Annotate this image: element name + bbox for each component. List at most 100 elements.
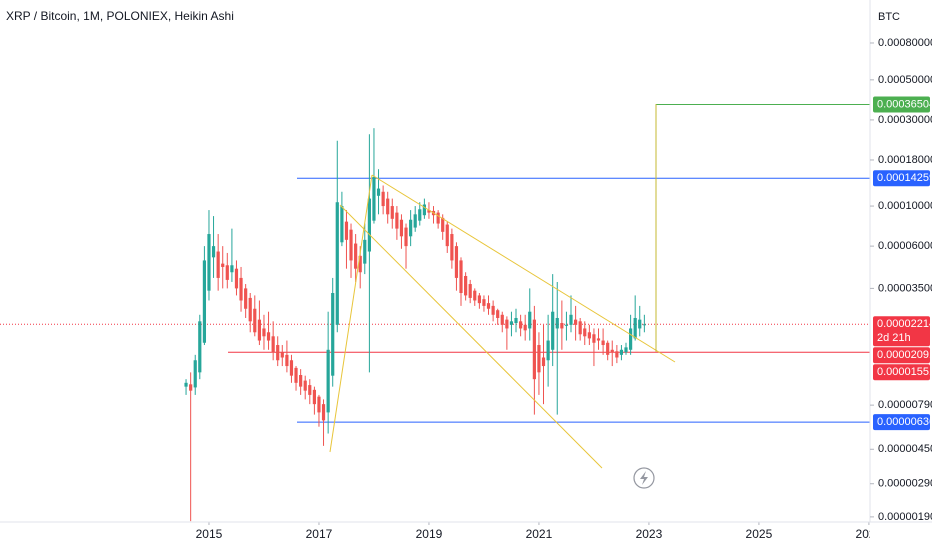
trend-line	[339, 204, 603, 469]
candle-body	[262, 328, 266, 337]
candle-body	[390, 206, 394, 219]
candle-body	[464, 275, 468, 296]
candle-body	[399, 219, 404, 237]
candle-body	[244, 288, 248, 309]
icon-circle[interactable]	[633, 467, 655, 489]
trend-line	[371, 174, 676, 363]
x-tick-label: 2023	[636, 527, 663, 541]
y-tick-label: 0.00000290	[878, 478, 932, 490]
candle-body	[450, 234, 454, 261]
candle-body	[321, 404, 326, 421]
candle-body	[629, 328, 633, 350]
candle-body	[225, 265, 229, 280]
candle-body	[532, 319, 536, 380]
candle-body	[427, 210, 431, 213]
candle-body	[354, 243, 358, 269]
candle-body	[422, 204, 426, 216]
candle-body	[413, 214, 417, 228]
y-tick-label: 0.00003500	[878, 282, 932, 294]
candle-body	[404, 227, 408, 247]
y-tick-label: 0.00050000	[878, 74, 932, 86]
chart-title: XRP / Bitcoin, 1M, POLONIEX, Heikin Ashi	[6, 9, 234, 23]
y-tick-label: 0.00018000	[878, 154, 932, 166]
y-tick-label: 0.00030000	[878, 114, 932, 126]
countdown-label: 2d 21h	[877, 332, 911, 344]
candle-body	[280, 352, 284, 358]
candle-body	[445, 224, 449, 247]
candle-body	[555, 317, 559, 329]
drawings	[329, 104, 676, 469]
candle-body	[509, 321, 514, 325]
x-tick-label: 2025	[746, 527, 773, 541]
y-tick-label: 0.00006000	[878, 240, 932, 252]
price-label-box	[873, 96, 930, 113]
price-axis: 0.00080000 0.00050000 0.00030000 0.00018000…	[870, 37, 932, 523]
candle-body	[372, 176, 376, 221]
candle-body	[587, 332, 591, 339]
candle-body	[271, 336, 275, 353]
candle-body	[514, 317, 518, 324]
x-tick-label: 2027	[856, 527, 883, 541]
candle-body	[363, 239, 367, 264]
candle-body	[477, 295, 481, 304]
y-tick-label: 0.00000790	[878, 399, 932, 411]
candle-body	[468, 284, 472, 298]
y-tick-label: 0.00000450	[878, 443, 932, 455]
candle-body	[294, 367, 298, 383]
icon-bolt[interactable]	[640, 471, 648, 485]
x-tick-label: 2019	[416, 527, 443, 541]
candle-body	[358, 255, 362, 273]
candle-body	[459, 260, 463, 294]
candle-body	[564, 324, 569, 326]
candle-body	[610, 349, 614, 353]
candle-body	[436, 212, 440, 224]
currency-label: BTC	[878, 11, 900, 23]
candle-body	[482, 299, 486, 306]
candle-body	[642, 324, 646, 326]
price-label: 0.00014259	[877, 172, 932, 184]
candle-body	[638, 319, 642, 329]
candle-body	[583, 328, 587, 337]
candle-body	[537, 345, 541, 373]
price-label-box	[873, 170, 930, 187]
price-label: 0.00002214	[877, 318, 932, 330]
replay-icon[interactable]	[633, 467, 655, 489]
candle-body	[523, 324, 527, 331]
candle-body	[335, 202, 339, 325]
y-tick-label: 0.00080000	[878, 37, 932, 49]
candle-body	[253, 308, 257, 333]
trend-line	[329, 174, 373, 453]
candle-body	[193, 360, 197, 388]
candle-body	[574, 319, 578, 325]
candle-body	[569, 314, 573, 325]
candle-body	[560, 323, 564, 329]
candle-body	[541, 357, 546, 367]
candle-body	[239, 277, 243, 301]
candle-body	[326, 349, 330, 413]
candle-body	[376, 188, 381, 196]
x-tick-label: 2021	[526, 527, 553, 541]
candle-body	[317, 396, 321, 413]
candle-body	[546, 340, 550, 361]
candle-body	[198, 321, 202, 373]
candle-body	[615, 351, 619, 358]
candle-body	[409, 219, 413, 237]
candle-body	[619, 349, 624, 355]
candle-body	[454, 246, 459, 278]
candle-body	[221, 263, 225, 267]
candle-body	[234, 268, 239, 289]
candle-body	[381, 191, 385, 207]
candle-body	[601, 340, 605, 346]
y-tick-label: 0.00010000	[878, 200, 932, 212]
candle-body	[486, 303, 491, 309]
candle-body	[184, 382, 188, 387]
candle-body	[344, 221, 349, 240]
candle-body	[505, 319, 509, 329]
candle-body	[299, 375, 303, 387]
price-label-box	[873, 414, 930, 431]
candle-body	[308, 385, 312, 395]
candle-body	[386, 198, 390, 215]
candle-body	[441, 217, 445, 232]
